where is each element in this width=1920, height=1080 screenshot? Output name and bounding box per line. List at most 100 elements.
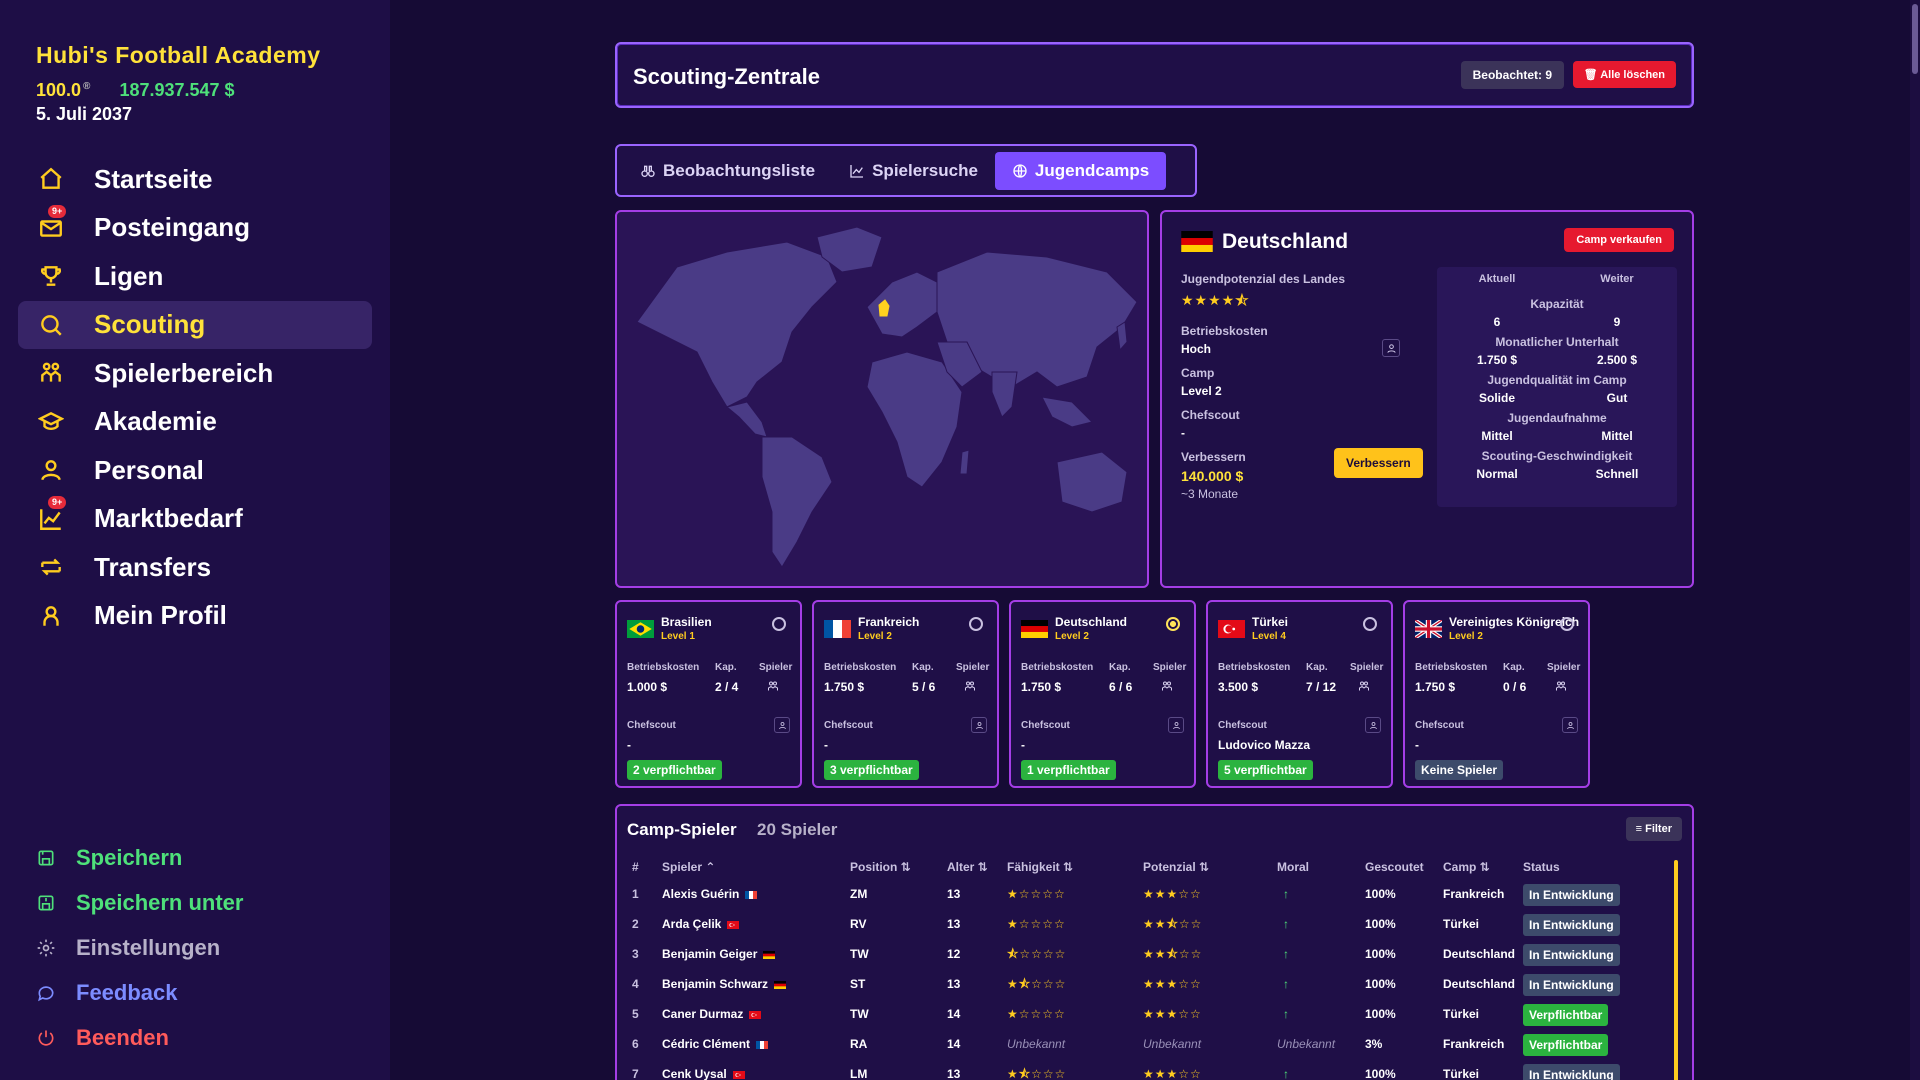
assign-scout-button[interactable] xyxy=(971,717,987,733)
column-header[interactable]: Alter ⇅ xyxy=(947,860,988,874)
players-icon-button[interactable] xyxy=(964,680,976,695)
sidebar-item-transfers[interactable]: Transfers xyxy=(18,543,372,591)
sidebar-item-scouting[interactable]: Scouting xyxy=(18,300,372,349)
filter-button[interactable]: ≡ Filter xyxy=(1625,817,1682,841)
assign-scout-button[interactable] xyxy=(774,717,790,733)
table-row[interactable]: 1 Alexis Guérin ZM 13 ★☆☆☆☆ ★★★☆☆ ↑ 100%… xyxy=(617,884,1677,916)
tab-watchlist[interactable]: Beobachtungsliste xyxy=(623,152,832,190)
settings-button[interactable]: Einstellungen xyxy=(36,925,243,970)
column-header[interactable]: Gescoutet xyxy=(1365,860,1424,874)
assign-scout-button[interactable] xyxy=(1365,717,1381,733)
column-header[interactable]: Spieler ⌃ xyxy=(662,860,716,874)
save-as-button[interactable]: Speichern unter xyxy=(36,880,243,925)
player-name-cell[interactable]: Cédric Clément xyxy=(662,1036,769,1052)
camp-select-radio[interactable] xyxy=(772,617,786,631)
feedback-button[interactable]: Feedback xyxy=(36,970,243,1015)
save-button[interactable]: Speichern xyxy=(36,835,243,880)
costs-label: Betriebskosten xyxy=(1021,662,1094,673)
player-name-cell[interactable]: Cenk Uysal xyxy=(662,1066,745,1080)
assign-chief-scout-button[interactable] xyxy=(1382,339,1400,357)
column-header[interactable]: Fähigkeit ⇅ xyxy=(1007,860,1074,874)
status-badge: Verpflichtbar xyxy=(1523,1004,1609,1026)
players-icon-button[interactable] xyxy=(1358,680,1370,695)
sidebar-item-label: Personal xyxy=(94,454,204,485)
table-row[interactable]: 2 Arda Çelik RV 13 ★☆☆☆☆ ★★⯪☆☆ ↑ 100% Tü… xyxy=(617,914,1677,946)
player-name-cell[interactable]: Caner Durmaz xyxy=(662,1006,762,1022)
camp-country-name: Frankreich xyxy=(858,615,920,629)
table-row[interactable]: 3 Benjamin Geiger TW 12 ⯪☆☆☆☆ ★★⯪☆☆ ↑ 10… xyxy=(617,944,1677,976)
comparison-rows: Kapazität 6 9 Monatlicher Unterhalt 1.750 … xyxy=(1437,297,1677,481)
players-icon-button[interactable] xyxy=(767,680,779,695)
sidebar-item-ligen[interactable]: Ligen xyxy=(18,252,372,300)
camp-card[interactable]: Frankreich Level 2 Betriebskosten Kap. S… xyxy=(812,600,999,788)
camp-card[interactable]: Vereinigtes Königreich Level 2 Betriebsk… xyxy=(1403,600,1590,788)
camp-card[interactable]: Deutschland Level 2 Betriebskosten Kap. … xyxy=(1009,600,1196,788)
sidebar-item-marktbedarf[interactable]: 9+ Marktbedarf xyxy=(18,495,372,543)
save-icon xyxy=(38,850,54,865)
page-scrollbar[interactable] xyxy=(1910,0,1920,1080)
sidebar-item-label: Posteingang xyxy=(94,212,251,242)
sidebar-item-personal[interactable]: Personal xyxy=(18,446,372,494)
camp-select-radio[interactable] xyxy=(1363,617,1377,631)
player-name-cell[interactable]: Benjamin Schwarz xyxy=(662,976,787,992)
flag-brazil-icon xyxy=(627,620,654,638)
map-japan xyxy=(1116,321,1128,352)
sell-camp-button[interactable]: Camp verkaufen xyxy=(1564,228,1674,252)
tab-player-search[interactable]: Spielersuche xyxy=(832,152,995,190)
sidebar-item-mein-profil[interactable]: Mein Profil xyxy=(18,592,372,640)
camp-select-radio[interactable] xyxy=(1560,617,1574,631)
country-detail-panel: Deutschland Camp verkaufen Jugendpotenzi… xyxy=(1160,210,1694,588)
tab-youth-camps[interactable]: Jugendcamps xyxy=(994,151,1167,190)
improve-button[interactable]: Verbessern xyxy=(1334,448,1423,478)
player-name-cell[interactable]: Arda Çelik xyxy=(662,916,740,932)
table-scrollbar[interactable] xyxy=(1674,860,1678,1080)
sidebar-item-posteingang[interactable]: 9+ Posteingang xyxy=(18,204,372,252)
person-icon xyxy=(1172,721,1180,729)
table-row[interactable]: 4 Benjamin Schwarz ST 13 ★⯪☆☆☆ ★★★☆☆ ↑ 1… xyxy=(617,974,1677,1006)
column-header[interactable]: Camp ⇅ xyxy=(1443,860,1490,874)
sidebar-item-spielerbereich[interactable]: Spielerbereich xyxy=(18,349,372,397)
quit-button[interactable]: Beenden xyxy=(36,1015,243,1060)
world-map[interactable] xyxy=(615,210,1149,588)
camp-select-radio[interactable] xyxy=(969,617,983,631)
signable-badge: 3 verpflichtbar xyxy=(824,760,919,780)
table-row[interactable]: 5 Caner Durmaz TW 14 ★☆☆☆☆ ★★★☆☆ ↑ 100% … xyxy=(617,1004,1677,1036)
players-icon xyxy=(36,358,66,388)
assign-scout-button[interactable] xyxy=(1562,717,1578,733)
assign-scout-button[interactable] xyxy=(1168,717,1184,733)
table-row[interactable]: 7 Cenk Uysal LM 13 ★⯪☆☆☆ ★★★☆☆ ↑ 100% Tü… xyxy=(617,1064,1677,1080)
column-header[interactable]: Status xyxy=(1523,860,1560,874)
column-header[interactable]: Moral xyxy=(1277,860,1310,874)
tab-youth-camps-label: Jugendcamps xyxy=(1034,160,1150,180)
skill-rating: ★⯪☆☆☆ xyxy=(1007,977,1067,991)
table-row[interactable]: 6 Cédric Clément RA 14 Unbekannt Unbekan… xyxy=(617,1034,1677,1066)
chief-scout-label: Chefscout xyxy=(824,720,873,731)
sidebar-item-label: Scouting xyxy=(94,309,206,339)
camp-card[interactable]: Brasilien Level 1 Betriebskosten Kap. Sp… xyxy=(615,600,802,788)
sidebar-item-label: Startseite xyxy=(94,163,213,194)
players-icon-button[interactable] xyxy=(1161,680,1173,695)
sidebar-item-akademie[interactable]: Akademie xyxy=(18,398,372,446)
age: 14 xyxy=(947,1007,961,1021)
notification-badge: 9+ xyxy=(48,204,67,218)
chart-line-icon xyxy=(850,164,864,178)
camp-card[interactable]: Türkei Level 4 Betriebskosten Kap. Spiel… xyxy=(1206,600,1393,788)
sidebar-item-label: Marktbedarf xyxy=(94,503,243,533)
camp-select-radio[interactable] xyxy=(1166,617,1180,631)
world-map-svg[interactable] xyxy=(617,212,1149,588)
column-header[interactable]: Potenzial ⇅ xyxy=(1143,860,1210,874)
player-name-cell[interactable]: Benjamin Geiger xyxy=(662,946,776,962)
gear-icon xyxy=(37,939,55,956)
comparison-label: Monatlicher Unterhalt xyxy=(1495,335,1619,349)
page-scroll-thumb[interactable] xyxy=(1912,4,1918,74)
morale: ↑ xyxy=(1283,1067,1289,1080)
person-icon xyxy=(1386,343,1396,353)
players-icon-button[interactable] xyxy=(1555,680,1567,695)
map-europe xyxy=(866,271,938,338)
clear-all-button[interactable]: 🗑 Alle löschen xyxy=(1572,61,1676,88)
column-header[interactable]: Position ⇅ xyxy=(850,860,911,874)
sidebar-item-startseite[interactable]: Startseite xyxy=(18,155,372,203)
map-south-america xyxy=(761,436,833,568)
player-name-cell[interactable]: Alexis Guérin xyxy=(662,886,758,902)
operating-costs-label: Betriebskosten xyxy=(1181,324,1268,338)
